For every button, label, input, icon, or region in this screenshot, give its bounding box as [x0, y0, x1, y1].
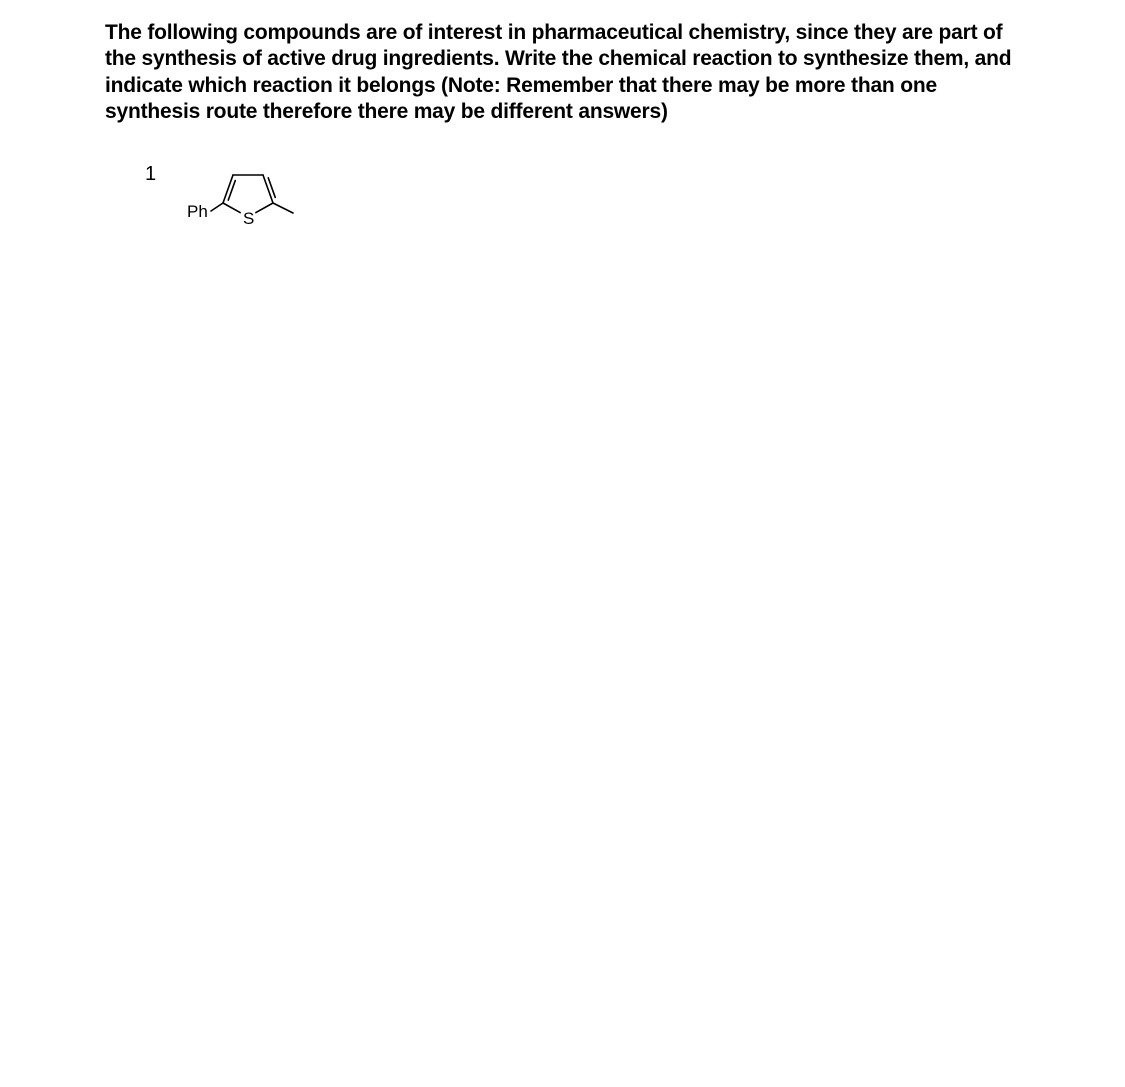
thiophene-structure-svg: Ph S [187, 161, 317, 231]
sulfur-label: S [243, 209, 254, 228]
item-number: 1 [105, 161, 185, 186]
phenyl-label: Ph [187, 202, 208, 221]
chemical-structure: Ph S [187, 161, 317, 236]
page: The following compounds are of interest … [0, 0, 1125, 1087]
molecule-group [211, 175, 293, 213]
compound-item-1: 1 Ph S [105, 161, 1020, 236]
question-text: The following compounds are of interest … [105, 20, 1020, 125]
